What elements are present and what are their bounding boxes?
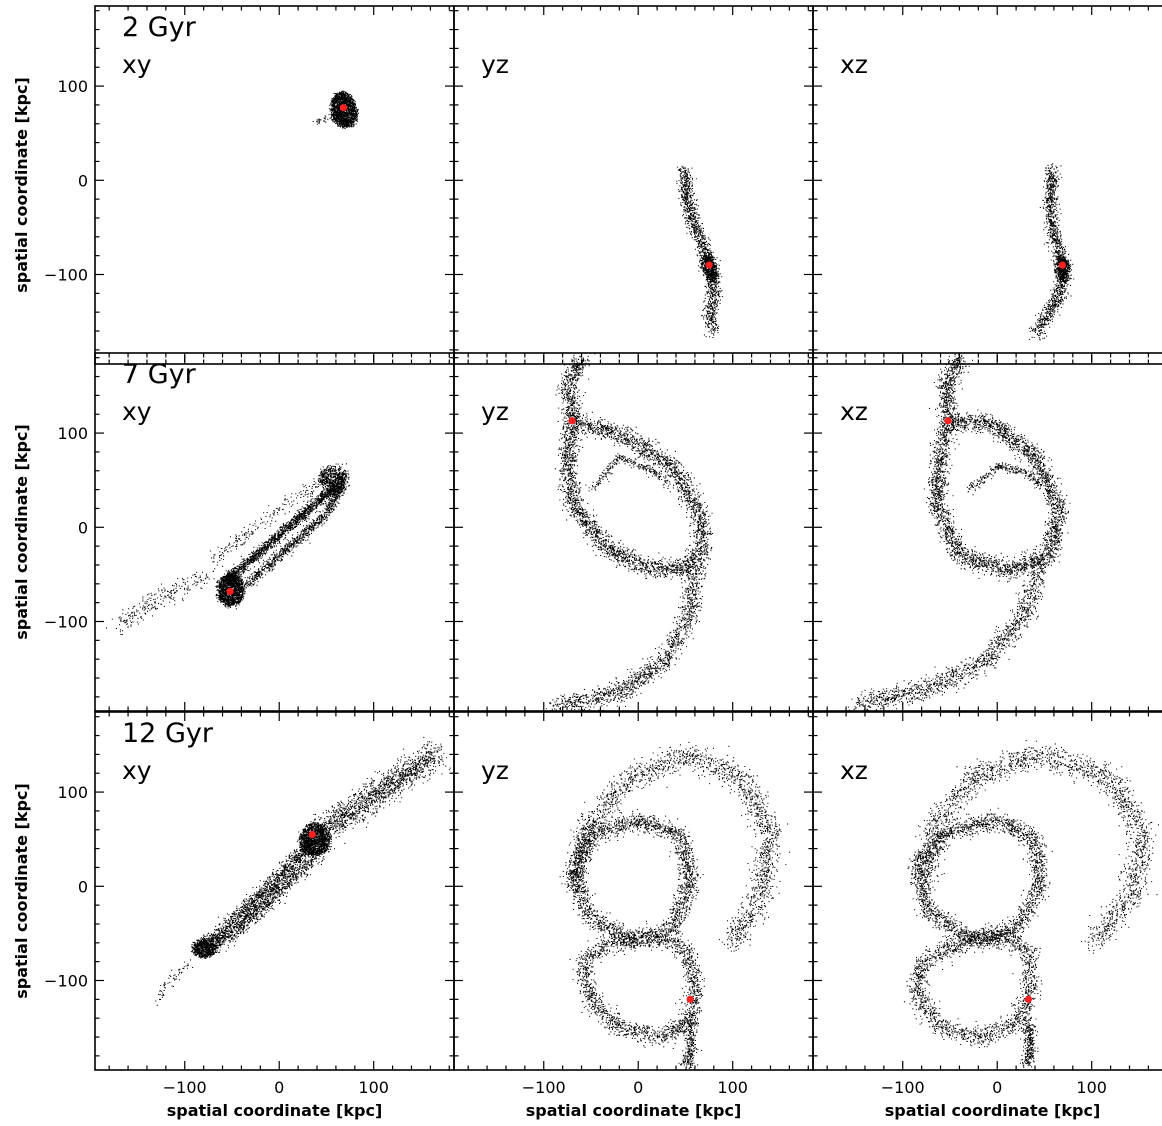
panel-row2-col2: yz	[453, 352, 814, 712]
x-tick-label: 0	[274, 1078, 284, 1097]
x-axis-label: spatial coordinate [kpc]	[526, 1101, 742, 1120]
y-axis-label: spatial coordinate [kpc]	[12, 77, 31, 293]
particle-cloud	[106, 463, 351, 636]
projection-plane-label: xz	[840, 50, 868, 79]
particle-cloud	[847, 353, 1071, 711]
x-tick-label: 100	[1076, 1078, 1107, 1097]
y-tick-label: 100	[57, 77, 88, 96]
satellite-center-marker	[226, 587, 234, 596]
projection-plane-label: xz	[840, 756, 868, 785]
panel-row2-col1: −100 0 100 spatial coordinate [kpc] 7 Gyr xy	[12, 352, 455, 712]
satellite-center-marker	[308, 830, 316, 839]
particles	[1028, 163, 1075, 341]
panel-row1-col1: −100 0 100 spatial coordinate [kpc] 2 Gyr xy	[12, 5, 455, 365]
y-tick-label: −100	[44, 972, 88, 991]
panel-row2-col3: xz	[812, 352, 1162, 712]
satellite-center-marker	[686, 995, 694, 1003]
x-tick-label: −100	[881, 1078, 925, 1097]
x-axis-label: spatial coordinate [kpc]	[885, 1101, 1101, 1120]
y-tick-label: −100	[44, 266, 88, 285]
panel-frame	[812, 352, 1162, 712]
y-tick-label: 0	[78, 518, 88, 537]
y-tick-label: −100	[44, 613, 88, 632]
particles	[106, 463, 351, 636]
y-axis-label: spatial coordinate [kpc]	[12, 424, 31, 640]
snapshot-time-label: 12 Gyr	[122, 718, 214, 749]
y-tick-label: 0	[78, 171, 88, 190]
panel-frame	[812, 711, 1162, 1071]
particles	[559, 741, 791, 1070]
projection-plane-label: yz	[481, 756, 509, 785]
x-tick-label: −100	[522, 1078, 566, 1097]
x-tick-label: −100	[163, 1078, 207, 1097]
x-tick-label: 0	[633, 1078, 643, 1097]
y-tick-label: 0	[78, 877, 88, 896]
particles	[312, 90, 360, 129]
projection-plane-label: xy	[122, 756, 152, 785]
x-tick-label: 100	[358, 1078, 389, 1097]
particles	[676, 165, 723, 339]
y-axis-label: spatial coordinate [kpc]	[12, 783, 31, 999]
panel-row1-col3: xz	[812, 5, 1162, 365]
particle-cloud	[903, 740, 1159, 1070]
particle-cloud	[559, 741, 791, 1070]
panel-row3-col1: −100 0 100 spatial coordinate [kpc] −100 0 100…	[12, 711, 455, 1120]
satellite-center-marker	[1024, 995, 1032, 1003]
satellite-center-marker	[339, 104, 348, 112]
satellite-center-marker	[944, 417, 952, 425]
particles	[545, 353, 714, 711]
y-tick-label: 100	[57, 424, 88, 443]
particle-cloud	[155, 736, 451, 1006]
panel-row3-col3: −100 0 100 spatial coordinate [kpc] xz	[812, 711, 1162, 1120]
particles	[903, 740, 1159, 1070]
satellite-center-marker	[705, 261, 713, 269]
y-tick-label: 100	[57, 783, 88, 802]
particles	[155, 736, 451, 1006]
x-tick-label: 100	[717, 1078, 748, 1097]
projection-plane-label: xz	[840, 397, 868, 426]
panel-row3-col2: −100 0 100 spatial coordinate [kpc] yz	[453, 711, 814, 1120]
satellite-center-marker	[568, 417, 576, 425]
projection-plane-label: yz	[481, 50, 509, 79]
satellite-center-marker	[1058, 261, 1066, 269]
particles	[847, 353, 1071, 711]
particle-cloud	[1028, 163, 1075, 341]
snapshot-time-label: 2 Gyr	[122, 12, 197, 43]
snapshot-time-label: 7 Gyr	[122, 359, 197, 390]
panel-row1-col2: yz	[453, 5, 814, 365]
projection-plane-label: xy	[122, 50, 152, 79]
particle-cloud	[312, 90, 360, 129]
projection-plane-label: yz	[481, 397, 509, 426]
particle-cloud	[545, 353, 714, 711]
panel-frame	[812, 5, 1162, 365]
x-axis-label: spatial coordinate [kpc]	[167, 1101, 383, 1120]
projection-plane-label: xy	[122, 397, 152, 426]
particle-cloud	[676, 165, 723, 339]
x-tick-label: 0	[992, 1078, 1002, 1097]
